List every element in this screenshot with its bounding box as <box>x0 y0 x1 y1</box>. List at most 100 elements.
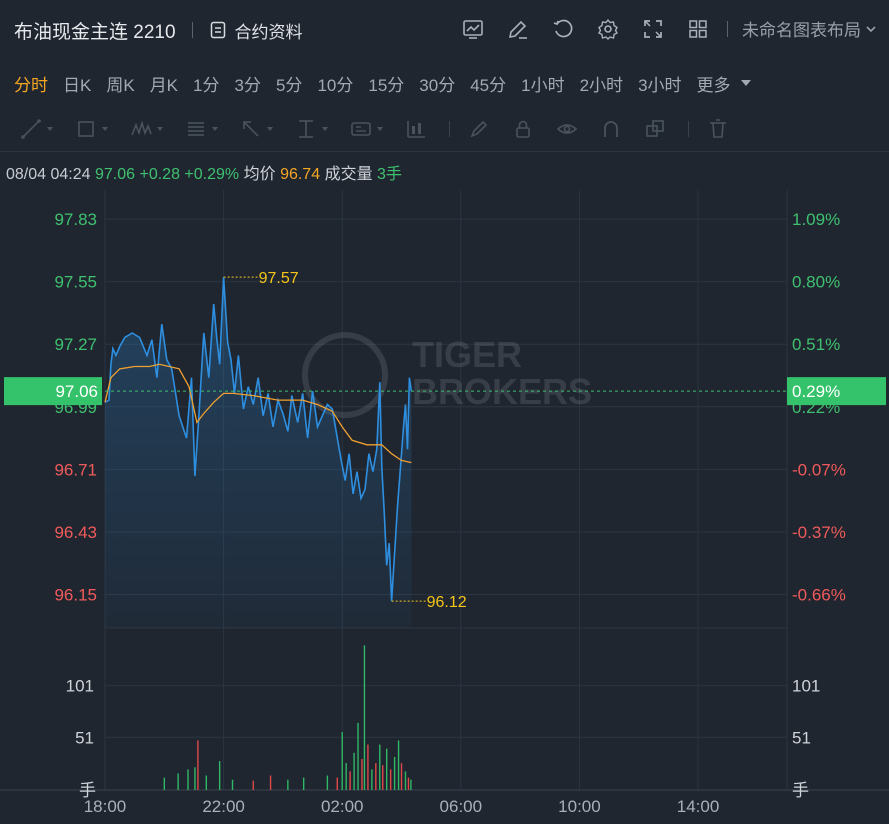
layout-name-label: 未命名图表布局 <box>742 21 861 40</box>
tab-6[interactable]: 5分 <box>275 75 303 95</box>
visibility-tool[interactable] <box>556 118 578 140</box>
fibonacci-icon <box>188 121 204 136</box>
quote-info-bar: 08/04 04:24 97.06 +0.28 +0.29% 均价 96.74 … <box>6 160 402 184</box>
tab-7[interactable]: 10分 <box>317 75 354 95</box>
indicator-button[interactable] <box>462 17 484 41</box>
avg-price-label: 均价 <box>243 166 276 183</box>
layout-grid-button[interactable] <box>687 17 709 41</box>
candle-tool[interactable] <box>405 118 427 140</box>
magnet-tool[interactable] <box>600 118 622 140</box>
header-toolbar: 未命名图表布局 <box>439 16 877 41</box>
quote-change-pct: +0.29% <box>184 166 240 183</box>
pattern-tool[interactable] <box>130 118 163 140</box>
settings-button[interactable] <box>597 17 619 41</box>
contract-info-label: 合约资料 <box>234 22 303 42</box>
refresh-button[interactable] <box>552 17 574 41</box>
tab-11[interactable]: 1小时 <box>521 75 565 95</box>
shape-tool[interactable] <box>75 118 108 140</box>
vol-left-tick-1: 51 <box>75 728 94 747</box>
measure-tool[interactable] <box>295 118 328 140</box>
refresh-icon <box>553 19 573 37</box>
volume-bars <box>163 645 412 790</box>
tab-13[interactable]: 3小时 <box>638 75 682 95</box>
tab-2[interactable]: 周K <box>106 75 135 95</box>
edit-icon <box>508 20 527 39</box>
low-marker-label: 96.12 <box>427 594 467 611</box>
right-pct-tick-4: -0.07% <box>792 460 846 479</box>
trash-icon <box>710 118 726 138</box>
arrow-tool[interactable] <box>240 118 273 140</box>
watermark-logo-icon <box>302 332 388 418</box>
drawbar-divider <box>449 120 450 137</box>
tab-9[interactable]: 30分 <box>419 75 456 95</box>
copy-icon <box>646 119 664 137</box>
right-pct-tick-1: 0.80% <box>792 273 840 292</box>
tab-3[interactable]: 月K <box>149 75 179 95</box>
copy-tool[interactable] <box>644 118 666 140</box>
x-tick-1: 22:00 <box>202 797 245 816</box>
price-area <box>105 277 412 628</box>
quote-price: 97.06 <box>94 166 136 183</box>
tab-4[interactable]: 1分 <box>193 75 220 95</box>
line-tool[interactable] <box>20 118 53 140</box>
left-price-tick-4: 96.71 <box>54 460 97 479</box>
x-tick-2: 02:00 <box>321 797 364 816</box>
brush-icon <box>470 120 488 137</box>
right-pct-tick-5: -0.37% <box>792 523 846 542</box>
tab-10[interactable]: 45分 <box>470 75 507 95</box>
high-marker-label: 97.57 <box>259 270 299 287</box>
tab-12[interactable]: 2小时 <box>579 75 624 95</box>
volume-value: 3手 <box>377 166 402 183</box>
brush-tool[interactable] <box>468 118 490 140</box>
volume-label: 成交量 <box>324 166 373 183</box>
vol-left-tick-0: 101 <box>66 677 94 696</box>
tab-14[interactable]: 更多 <box>696 75 731 95</box>
toolbar-divider <box>727 20 728 37</box>
contract-info-button[interactable]: 合约资料 <box>209 18 303 43</box>
tab-8[interactable]: 15分 <box>368 75 405 95</box>
fib-tool[interactable] <box>185 118 218 140</box>
eye-icon <box>556 123 578 134</box>
delete-tool[interactable] <box>707 118 729 140</box>
text-tool[interactable] <box>350 118 383 140</box>
arrow-icon <box>243 120 259 137</box>
x-tick-3: 06:00 <box>440 797 483 816</box>
left-price-tick-1: 97.55 <box>54 273 97 292</box>
period-tabs: 分时 日K 周K 月K 1分 3分 5分 10分 15分 30分 45分 1小时 2小时 3小时 更多 <box>0 60 889 106</box>
current-price-badge-right-text: 0.29% <box>792 382 840 401</box>
vol-right-tick-1: 51 <box>792 728 811 747</box>
draw-button[interactable] <box>507 17 529 41</box>
fullscreen-button[interactable] <box>642 17 664 41</box>
drawing-toolbar <box>0 106 889 152</box>
vol-unit-right: 手 <box>792 781 809 800</box>
chart-indicator-icon <box>463 19 483 39</box>
caret-down-icon[interactable] <box>740 77 752 89</box>
layout-selector[interactable]: 未命名图表布局 <box>742 16 877 41</box>
left-price-tick-5: 96.43 <box>54 523 97 542</box>
rectangle-icon <box>78 120 94 137</box>
left-price-tick-6: 96.15 <box>54 585 97 604</box>
watermark-line1: TIGER <box>412 334 522 375</box>
x-tick-5: 14:00 <box>677 797 720 816</box>
lock-tool[interactable] <box>512 118 534 140</box>
tab-1[interactable]: 日K <box>63 75 92 95</box>
expand-icon <box>644 19 662 38</box>
lock-icon <box>516 120 530 138</box>
left-price-tick-2: 97.27 <box>54 335 97 354</box>
avg-price-line <box>104 363 412 464</box>
left-price-tick-0: 97.83 <box>54 210 97 229</box>
measure-icon <box>299 119 313 138</box>
avg-price-value: 96.74 <box>280 166 321 183</box>
header-divider <box>191 22 193 38</box>
vol-unit-left: 手 <box>79 781 96 800</box>
chevron-down-icon <box>866 25 876 32</box>
tab-0[interactable]: 分时 <box>14 75 48 95</box>
current-price-badge-right <box>787 377 886 406</box>
right-pct-tick-0: 1.09% <box>792 210 840 229</box>
magnet-icon <box>604 120 618 137</box>
x-tick-4: 10:00 <box>558 797 601 816</box>
tab-5[interactable]: 3分 <box>234 75 261 95</box>
right-pct-tick-2: 0.51% <box>792 335 840 354</box>
